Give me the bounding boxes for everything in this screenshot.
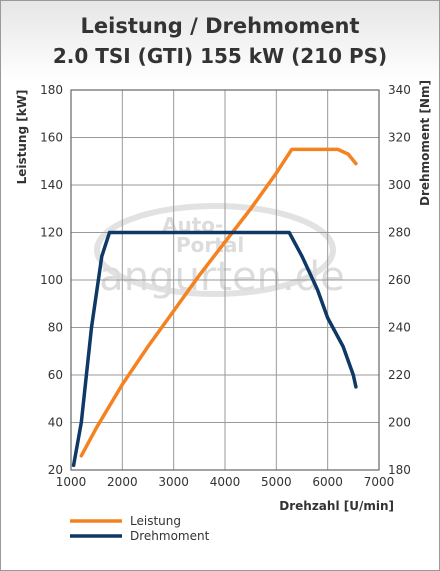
y-right-tick-label: 220 — [388, 368, 411, 382]
y-right-tick-label: 240 — [388, 321, 411, 335]
x-axis-label: Drehzahl [U/min] — [279, 499, 394, 513]
legend-label-leistung: Leistung — [130, 514, 181, 528]
y-left-tick-label: 20 — [48, 463, 63, 477]
grid — [70, 89, 380, 471]
watermark-line-2: Portal — [176, 233, 244, 257]
y-left-tick-label: 60 — [48, 368, 63, 382]
y-right-tick-label: 320 — [388, 131, 411, 145]
y-left-tick-label: 80 — [48, 321, 63, 335]
series-group — [71, 147, 358, 468]
x-tick-label: 6000 — [312, 475, 343, 489]
y-right-tick-label: 340 — [388, 83, 411, 97]
tick-labels: 1000 2000 3000 4000 5000 6000 7000 20 40 60 80 100 1… — [40, 83, 411, 489]
y-right-tick-label: 260 — [388, 273, 411, 287]
y-right-tick-label: 200 — [388, 416, 411, 430]
x-tick-label: 7000 — [364, 475, 395, 489]
y-left-tick-label: 180 — [40, 83, 63, 97]
y-left-tick-label: 40 — [48, 416, 63, 430]
plot-area-border — [70, 89, 380, 471]
chart-subtitle: 2.0 TSI (GTI) 155 kW (210 PS) — [52, 44, 388, 68]
axis-labels: Drehzahl [U/min] Leistung [kW] Drehmoment … — [15, 80, 432, 513]
series-line-leistung — [79, 147, 358, 458]
y-right-tick-label: 180 — [388, 463, 411, 477]
x-tick-label: 3000 — [158, 475, 189, 489]
x-tick-label: 4000 — [210, 475, 241, 489]
y-left-tick-label: 140 — [40, 178, 63, 192]
y-right-tick-label: 300 — [388, 178, 411, 192]
y-left-tick-label: 160 — [40, 131, 63, 145]
chart-title: Leistung / Drehmoment — [80, 14, 360, 38]
series-line-drehmoment — [71, 230, 358, 468]
y-left-axis-label: Leistung [kW] — [15, 90, 29, 185]
legend-label-drehmoment: Drehmoment — [130, 529, 210, 543]
y-left-tick-label: 120 — [40, 226, 63, 240]
x-tick-label: 5000 — [261, 475, 292, 489]
y-right-axis-label: Drehmoment [Nm] — [418, 80, 432, 206]
watermark-ring — [94, 203, 336, 297]
y-left-tick-label: 100 — [40, 273, 63, 287]
x-tick-label: 1000 — [56, 475, 87, 489]
y-right-tick-label: 280 — [388, 226, 411, 240]
x-tick-label: 2000 — [107, 475, 138, 489]
watermark-line-3: angurten.de — [99, 254, 344, 300]
